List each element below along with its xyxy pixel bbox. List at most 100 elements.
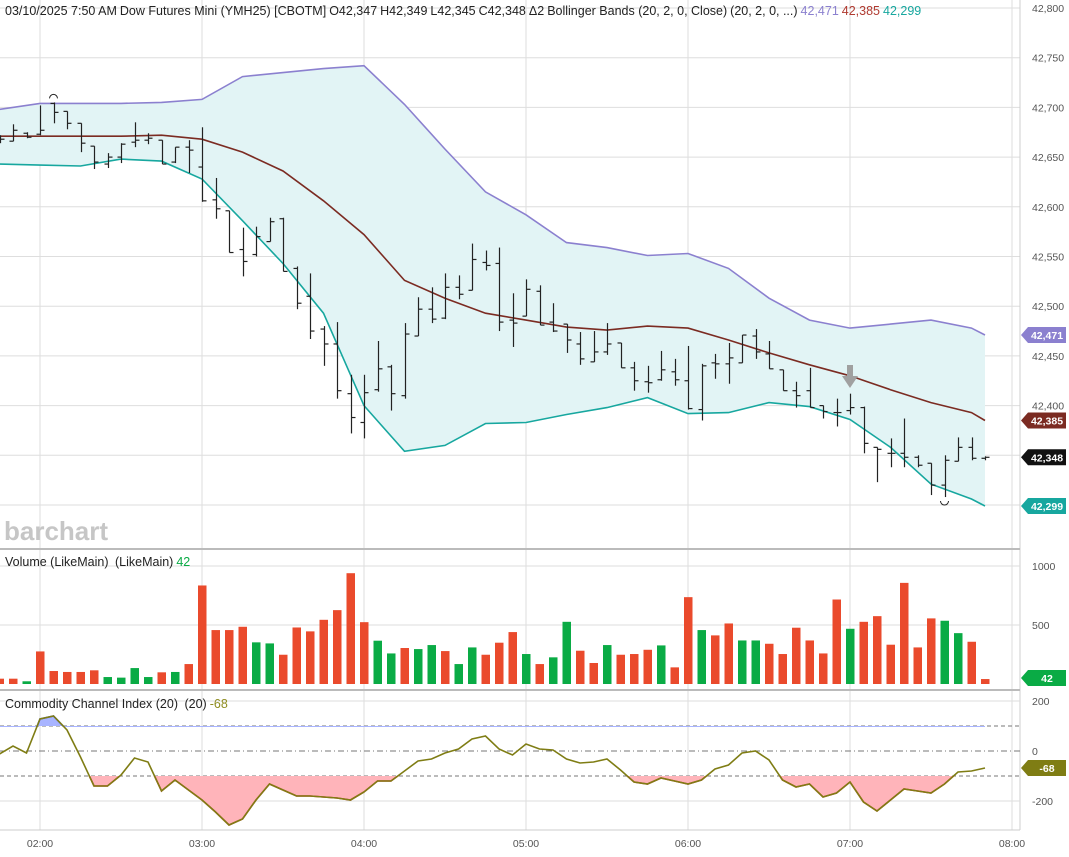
ohlc-bar <box>549 303 558 333</box>
volume-bar <box>171 671 180 684</box>
volume-bar <box>387 653 396 684</box>
ohlc-bar <box>954 437 963 462</box>
volume-bar <box>360 622 369 684</box>
volume-label[interactable]: Volume (LikeMain) <box>5 555 109 569</box>
ohlc-bar <box>306 273 315 340</box>
ohlc-bar <box>441 273 450 320</box>
ohlc-bar <box>401 323 410 399</box>
last-price-tag: 42,348 <box>1021 449 1066 466</box>
legend-datetime: 03/10/2025 7:50 AM <box>5 4 117 18</box>
barchart-watermark: barchart <box>4 516 108 546</box>
ohlc-bar <box>981 456 990 461</box>
volume-bar <box>913 647 922 684</box>
ohlc-bar <box>293 266 302 310</box>
volume-bar <box>198 585 207 684</box>
ohlc-bar <box>320 326 329 366</box>
price-axis-label: 42,500 <box>1032 301 1064 313</box>
volume-bar <box>684 597 693 684</box>
ohlc-bar <box>779 369 788 392</box>
ohlc-bar <box>239 227 248 277</box>
ohlc-bar <box>266 217 275 243</box>
bollinger-upper-line <box>0 64 986 336</box>
legend-low: L42,345 <box>430 4 476 18</box>
cci-tag-text: -68 <box>1039 763 1054 775</box>
price-legend: 03/10/2025 7:50 AM Dow Futures Mini (YMH2… <box>5 4 924 18</box>
volume-bar <box>697 630 706 684</box>
volume-bar <box>481 654 490 684</box>
legend-change: Δ2 <box>528 4 545 18</box>
ohlc-bar <box>927 462 936 496</box>
ohlc-bar <box>131 122 140 148</box>
volume-bar <box>711 635 720 684</box>
volume-bar <box>940 620 949 684</box>
ohlc-bar <box>482 250 491 271</box>
swing-high-marker-icon <box>49 93 58 99</box>
ohlc-bar <box>860 406 869 454</box>
cci-params: (20) <box>184 697 207 711</box>
axis-labels: 02:00 03:00 04:00 05:00 06:00 07:00 08:00 42,80… <box>27 3 1064 850</box>
ohlc-bar <box>941 455 950 498</box>
lower-band-tag-shape <box>1021 497 1066 514</box>
volume-bar <box>252 642 261 684</box>
volume-bar <box>792 627 801 684</box>
ohlc-bar <box>23 132 32 139</box>
ohlc-bar <box>144 133 153 145</box>
ohlc-bar <box>333 322 342 399</box>
time-axis-label: 08:00 <box>999 838 1025 850</box>
volume-bar <box>414 649 423 684</box>
volume-bar <box>130 668 139 684</box>
ohlc-bar <box>752 329 761 359</box>
volume-bar <box>967 641 976 684</box>
price-axis-label: 42,600 <box>1032 202 1064 214</box>
volume-bar <box>670 667 679 684</box>
legend-instrument: Dow Futures Mini (YMH25) [CBOTM] <box>119 4 327 18</box>
ohlc-bar <box>644 365 653 393</box>
ohlc-bar <box>279 217 288 273</box>
volume-bar <box>738 640 747 684</box>
ohlc-bar <box>833 398 842 427</box>
price-axis-label: 42,700 <box>1032 102 1064 114</box>
volume-bar <box>522 654 531 684</box>
volume-bar <box>373 640 382 684</box>
volume-bar <box>900 582 909 684</box>
volume-bar <box>117 677 126 684</box>
price-axis-label: 42,450 <box>1032 351 1064 363</box>
legend-upper-value: 42,471 <box>800 4 839 18</box>
volume-bar <box>886 644 895 684</box>
ohlc-bar <box>522 279 531 317</box>
volume-bar <box>846 628 855 684</box>
time-axis-label: 05:00 <box>513 838 539 850</box>
ohlc-bar <box>63 110 72 130</box>
time-axis-label: 03:00 <box>189 838 215 850</box>
ohlc-bar <box>90 145 99 170</box>
ohlc-bar <box>495 247 504 332</box>
volume-bar <box>76 671 85 684</box>
cci-value: -68 <box>209 697 228 711</box>
cci-tag: -68 <box>1021 760 1066 776</box>
ohlc-bar <box>9 124 18 142</box>
ohlc-bar <box>77 122 86 153</box>
volume-bar <box>90 670 99 684</box>
volume-bar <box>495 642 504 684</box>
ohlc-bar <box>455 275 464 300</box>
ohlc-bar <box>792 381 801 408</box>
time-axis-label: 07:00 <box>837 838 863 850</box>
volume-bar <box>103 677 112 684</box>
last-price-tag-text: 42,348 <box>1031 452 1063 464</box>
cci-axis-label: 200 <box>1032 696 1050 708</box>
volume-bar <box>333 610 342 684</box>
legend-open: O42,347 <box>329 4 378 18</box>
ohlc-bar <box>158 139 167 165</box>
legend-study[interactable]: Bollinger Bands (20, 2, 0, Close) <box>547 4 728 18</box>
ohlc-bar <box>212 177 221 219</box>
volume-bar <box>927 618 936 684</box>
volume-bar <box>778 654 787 684</box>
cci-legend: Commodity Channel Index (20) (20) -68 <box>5 697 231 711</box>
volume-tag-shape <box>1021 670 1066 686</box>
cci-label[interactable]: Commodity Channel Index (20) <box>5 697 178 711</box>
volume-params: (LikeMain) <box>115 555 174 569</box>
lower-band-tag: 42,299 <box>1021 497 1066 514</box>
ohlc-bar <box>684 345 693 410</box>
ohlc-bar <box>36 105 45 136</box>
